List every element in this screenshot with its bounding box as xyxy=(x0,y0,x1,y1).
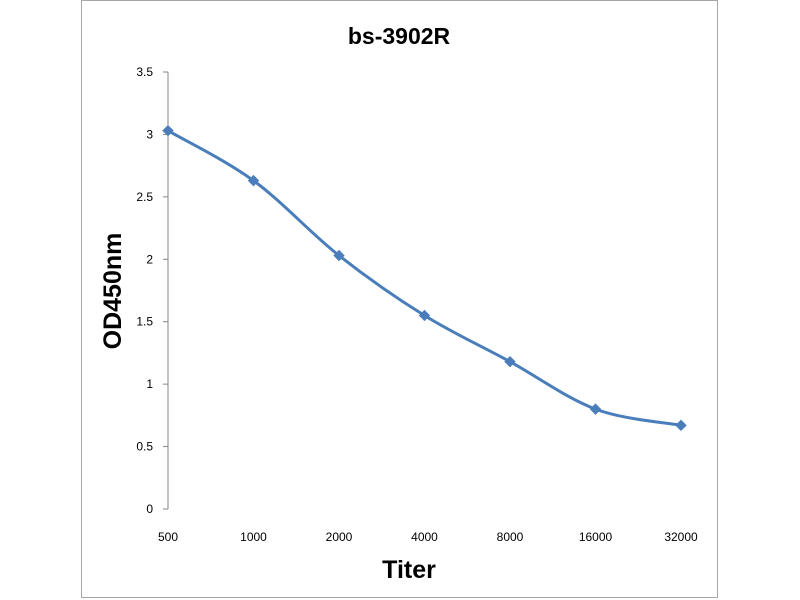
chart-title: bs-3902R xyxy=(348,23,451,49)
x-tick-label: 2000 xyxy=(326,530,353,544)
y-tick-label: 2 xyxy=(146,252,153,266)
data-point-marker xyxy=(247,174,260,187)
x-tick-label: 16000 xyxy=(579,530,613,544)
y-axis-ticks: 0 0.5 1 1.5 2 2.5 3 3.5 xyxy=(136,65,168,516)
data-point-marker xyxy=(589,403,602,415)
series-layer xyxy=(162,124,687,432)
y-tick-label: 0 xyxy=(146,502,153,516)
x-tick-label: 1000 xyxy=(240,530,267,544)
data-point-marker xyxy=(333,249,345,262)
y-tick-label: 3 xyxy=(146,127,153,141)
y-tick-label: 3.5 xyxy=(136,65,153,79)
y-tick-label: 1 xyxy=(146,377,153,391)
x-tick-label: 4000 xyxy=(411,530,438,544)
x-tick-label: 500 xyxy=(158,530,178,544)
x-tick-label: 32000 xyxy=(664,530,698,544)
y-tick-label: 2.5 xyxy=(136,190,153,204)
data-point-marker xyxy=(675,419,687,432)
y-axis-title: OD450nm xyxy=(99,233,127,350)
data-point-marker xyxy=(504,355,516,368)
y-tick-label: 1.5 xyxy=(136,315,153,329)
data-point-marker xyxy=(162,124,174,137)
x-tick-label: 8000 xyxy=(497,530,524,544)
series-line xyxy=(166,129,683,427)
y-tick-label: 0.5 xyxy=(136,440,153,454)
x-axis-ticks: 500 1000 2000 4000 8000 16000 32000 xyxy=(158,530,698,544)
data-point-marker xyxy=(418,309,431,322)
x-axis-title: Titer xyxy=(382,556,436,584)
